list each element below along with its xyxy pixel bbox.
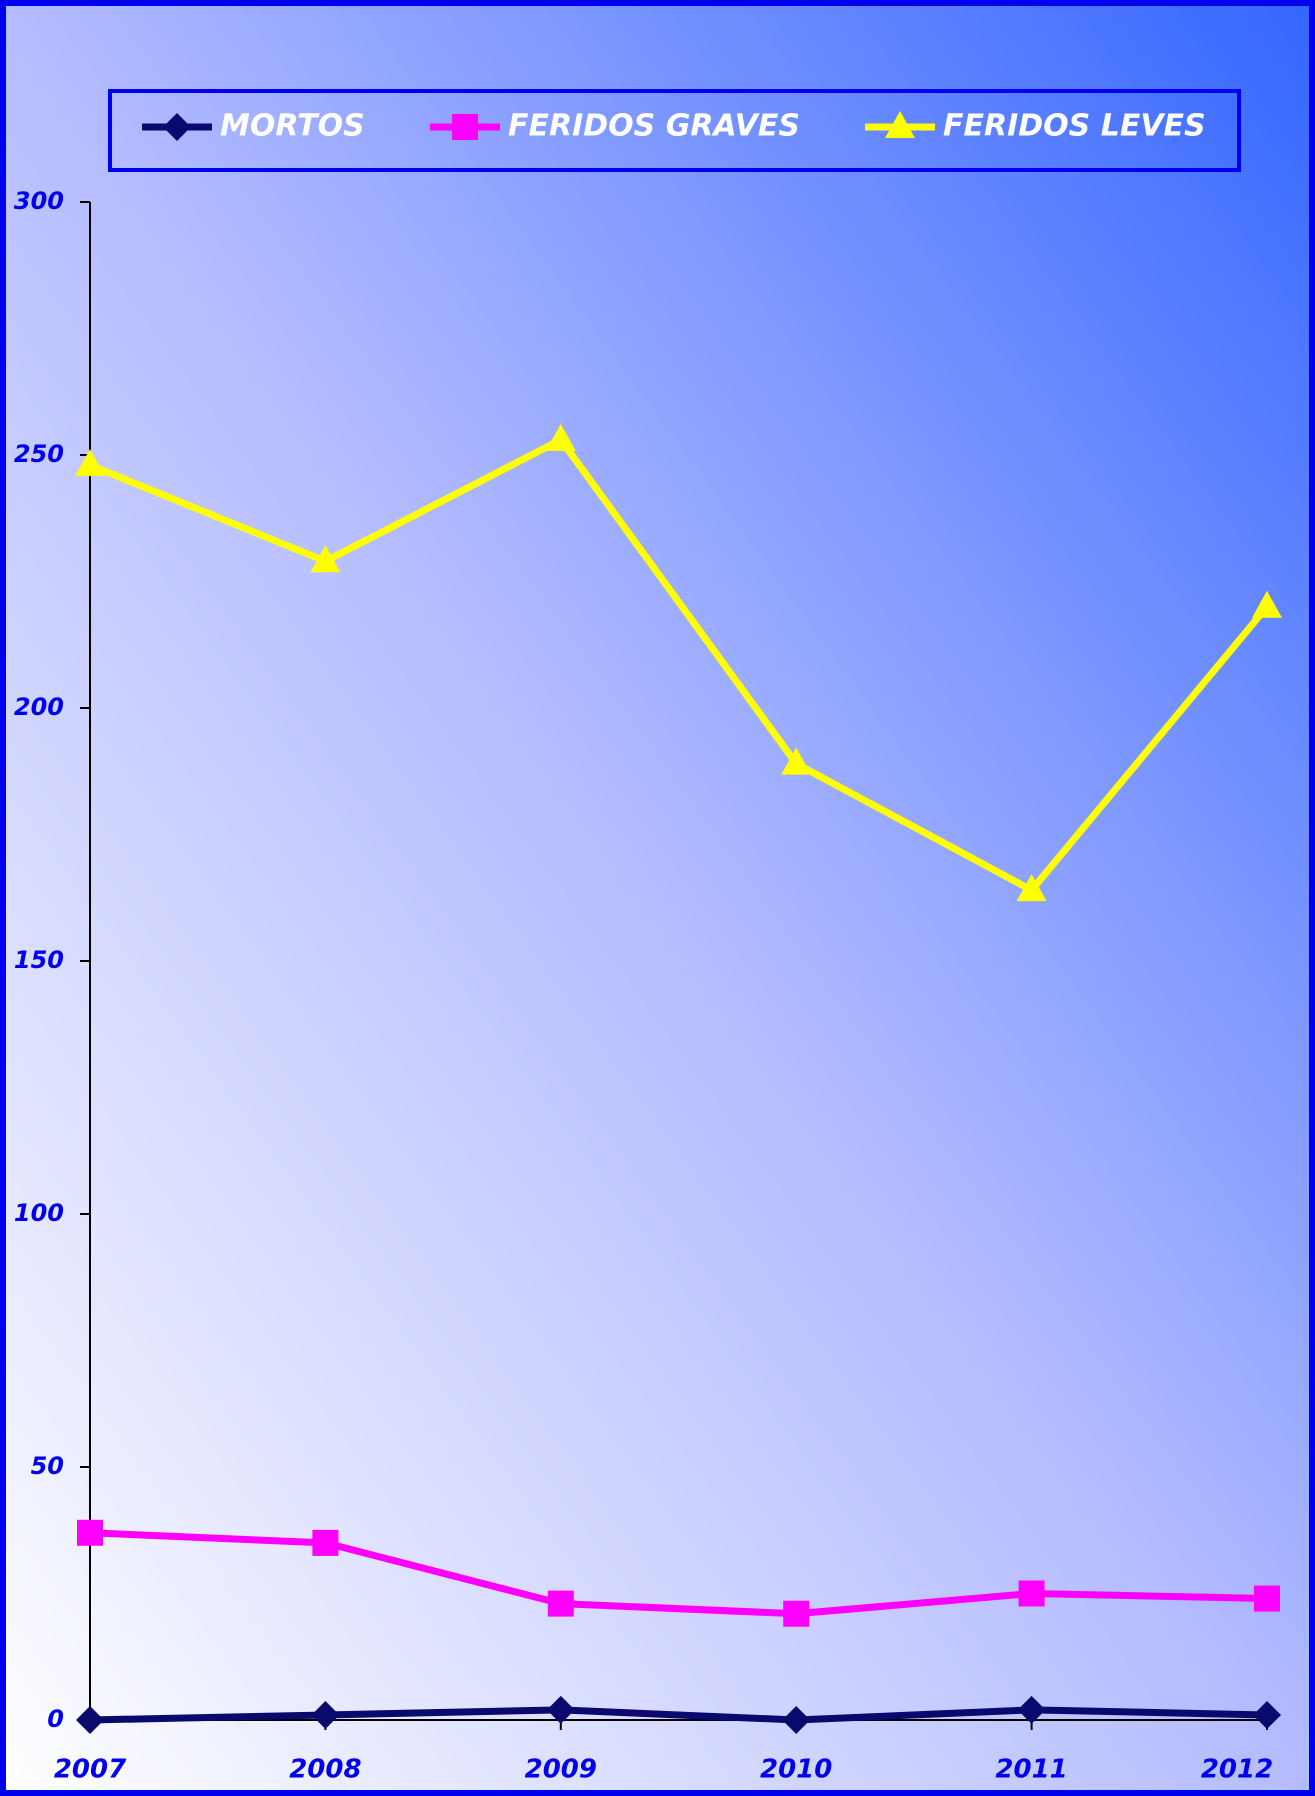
x-tick-label: 2007	[54, 1755, 127, 1785]
data-point	[1017, 1695, 1046, 1724]
data-point	[312, 1529, 339, 1556]
y-tick-label: 250	[14, 440, 64, 468]
data-point	[1254, 1585, 1280, 1612]
data-point	[76, 1706, 104, 1734]
y-tick-label: 150	[14, 946, 64, 974]
legend-label: FERIDOS LEVES	[943, 109, 1206, 144]
data-point	[545, 423, 576, 451]
data-point	[546, 1695, 575, 1724]
series-line	[89, 1529, 1268, 1618]
data-point	[75, 449, 105, 477]
data-point	[311, 1700, 340, 1729]
legend-marker	[452, 114, 478, 140]
series-line	[88, 436, 1270, 894]
data-point	[1018, 1580, 1045, 1607]
data-point	[77, 1519, 103, 1546]
legend-label: FERIDOS GRAVES	[508, 109, 800, 144]
x-tick-label: 2012	[1201, 1755, 1273, 1785]
x-tick-label: 2009	[525, 1755, 597, 1785]
y-tick-label: 50	[31, 1452, 64, 1480]
legend-label: MORTOS	[220, 109, 365, 144]
data-point	[1253, 1700, 1281, 1729]
data-point	[310, 545, 341, 573]
y-tick-label: 0	[47, 1705, 64, 1733]
x-tick-label: 2010	[760, 1755, 832, 1785]
y-tick-label: 200	[14, 693, 64, 721]
data-point	[783, 1600, 810, 1627]
data-point	[1252, 590, 1282, 618]
data-point	[781, 747, 812, 775]
legend-marker	[163, 113, 191, 141]
y-tick-label: 300	[14, 187, 64, 215]
data-point	[547, 1590, 574, 1617]
x-tick-label: 2011	[995, 1755, 1067, 1785]
legend-box	[108, 89, 1241, 172]
x-tick-label: 2008	[289, 1755, 361, 1785]
legend-marker	[885, 111, 915, 138]
y-tick-label: 100	[14, 1199, 64, 1227]
series-line	[89, 1706, 1268, 1724]
data-point	[1016, 874, 1047, 902]
data-point	[782, 1706, 811, 1734]
